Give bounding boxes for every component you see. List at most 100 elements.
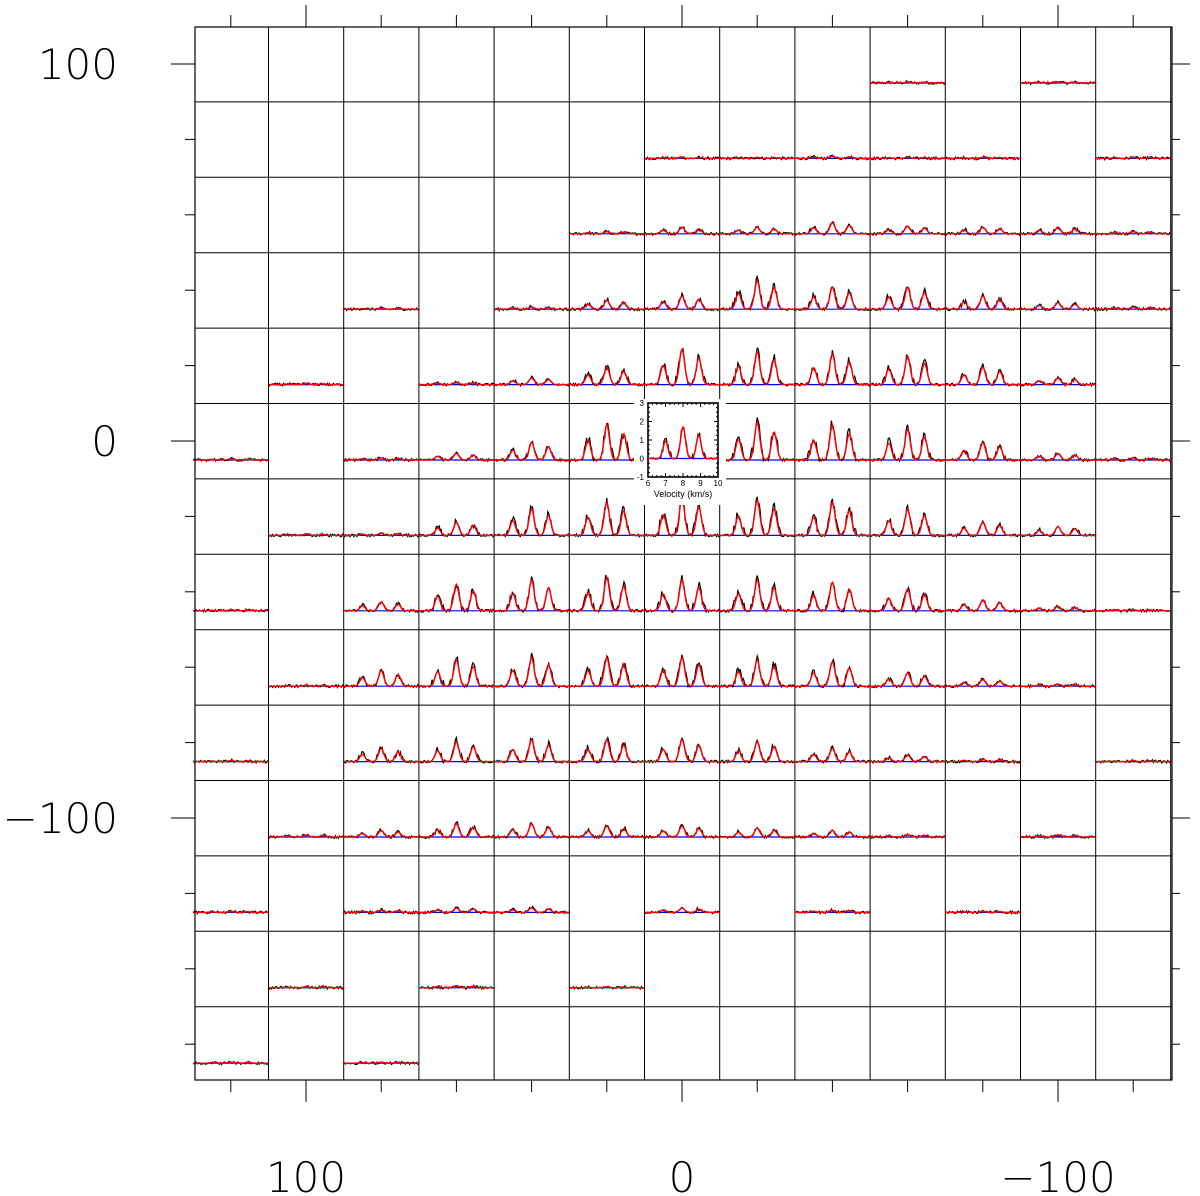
- spectrum-model: [569, 985, 645, 989]
- spectrum-model: [1020, 834, 1096, 838]
- x-tick-label: 0: [669, 1153, 696, 1196]
- spectrum-model: [418, 658, 494, 687]
- spectrum-model: [569, 825, 645, 838]
- spectrum-observed: [569, 574, 645, 614]
- spectrum-model: [1095, 306, 1171, 310]
- spectrum-model: [870, 587, 946, 612]
- spectrum-observed: [343, 668, 420, 689]
- spectrum-model: [644, 825, 720, 838]
- spectrum-model: [945, 910, 1021, 914]
- x-tick-label: −100: [1000, 1153, 1115, 1196]
- spectrum-model: [945, 521, 1021, 537]
- spectrum-model: [494, 507, 570, 537]
- spectrum-model: [268, 834, 344, 838]
- spectrum-model: [870, 81, 946, 84]
- spectrum-model: [870, 354, 946, 386]
- spectrum-model: [945, 441, 1021, 461]
- spectrum-observed: [869, 286, 946, 312]
- spectrum-model: [343, 457, 419, 461]
- inset-x-axis-label: Velocity (km/s): [654, 489, 713, 499]
- spectrum-observed: [870, 354, 946, 387]
- spectrum-model: [648, 425, 718, 460]
- spectrum-model: [794, 829, 870, 838]
- spectrum-model: [719, 740, 795, 763]
- spectrum-observed: [869, 671, 946, 689]
- inset-y-tick-label: 0: [640, 455, 645, 464]
- spectrum-observed: [493, 504, 570, 538]
- spectrum-observed: [493, 822, 570, 840]
- spectrum-model: [569, 575, 645, 612]
- spectrum-model: [494, 306, 570, 310]
- spectrum-model: [1020, 301, 1096, 310]
- spectrum-model: [418, 822, 494, 838]
- y-tick-label: 0: [91, 417, 118, 466]
- spectrum-model: [1020, 605, 1096, 612]
- spectrum-observed: [944, 909, 1021, 916]
- spectrum-model: [794, 660, 870, 687]
- spectrum-model: [268, 985, 344, 989]
- inset-y-tick-label: -1: [637, 473, 645, 482]
- spectrum-model: [343, 747, 419, 763]
- spectrum-observed: [794, 657, 871, 689]
- spectrum-model: [418, 452, 494, 461]
- spectrum-model: [644, 655, 720, 687]
- spectrum-model: [794, 155, 870, 160]
- x-tick-label: 100: [266, 1153, 346, 1196]
- spectrum-model: [343, 669, 419, 687]
- spectrum-model: [719, 226, 795, 235]
- inset-y-tick-label: 3: [640, 399, 645, 408]
- spectrum-model: [945, 226, 1021, 235]
- spectrum-model: [945, 295, 1021, 310]
- spectrum-observed: [719, 346, 796, 387]
- spectrum-model: [494, 822, 570, 838]
- spectrum-model: [494, 738, 570, 763]
- spectrum-model: [193, 1061, 269, 1064]
- spectrum-observed: [569, 735, 645, 764]
- inset-y-tick-label: 1: [640, 436, 645, 445]
- spectrum-observed: [869, 585, 946, 614]
- spectrum-observed: [794, 420, 871, 463]
- inset-x-tick-label: 8: [681, 479, 686, 488]
- spectrum-model: [268, 684, 344, 687]
- spectrum-model: [1020, 226, 1096, 235]
- spectra-layer: [192, 79, 1172, 1066]
- spectrum-observed: [794, 498, 871, 538]
- spectrum-model: [945, 678, 1021, 687]
- spectrum-observed: [568, 364, 645, 388]
- spectrum-observed: [343, 745, 419, 764]
- spectrum-model: [418, 740, 494, 763]
- spectrum-model: [1020, 81, 1096, 84]
- spectrum-model: [719, 658, 795, 687]
- spectrum-observed: [418, 584, 495, 614]
- spectrum-model: [343, 1061, 419, 1064]
- spectrum-model: [870, 672, 946, 687]
- spectrum-model: [719, 498, 795, 537]
- spectrum-model: [343, 532, 419, 537]
- spectrum-model: [794, 909, 870, 914]
- spectrum-observed: [644, 736, 720, 765]
- spectrum-model: [794, 500, 870, 537]
- spectrum-model: [343, 829, 419, 838]
- spectrum-model: [343, 909, 419, 914]
- spectrum-observed: [719, 496, 795, 538]
- spectrum-observed: [418, 655, 495, 689]
- spectrum-model: [644, 738, 720, 763]
- spectrum-model: [569, 500, 645, 537]
- grid-layer: [195, 27, 1172, 1080]
- spectrum-model: [494, 441, 570, 461]
- spectrum-model: [719, 156, 795, 160]
- spectrum-observed: [493, 576, 570, 613]
- plot-frame: [194, 26, 1173, 1081]
- spectrum-observed: [944, 440, 1021, 463]
- spectrum-model: [343, 307, 419, 310]
- spectrum-model: [794, 580, 870, 612]
- spectrum-observed: [644, 654, 720, 689]
- spectrum-observed: [719, 738, 796, 765]
- spectrum-model: [644, 226, 720, 235]
- spectrum-model: [870, 156, 946, 160]
- spectrum-observed: [945, 519, 1021, 538]
- spectrum-model: [193, 608, 269, 612]
- spectrum-model: [1095, 156, 1171, 160]
